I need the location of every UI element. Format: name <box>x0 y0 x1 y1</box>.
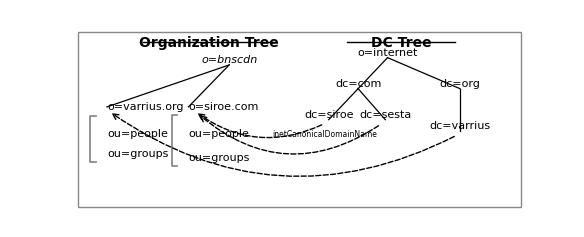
Text: dc=siroe: dc=siroe <box>304 110 353 120</box>
Text: dc=varrius: dc=varrius <box>429 121 491 131</box>
Text: ou=groups: ou=groups <box>189 153 250 163</box>
Text: inetCanonicalDomainName: inetCanonicalDomainName <box>272 130 377 139</box>
Text: ou=people: ou=people <box>107 129 168 139</box>
Text: dc=sesta: dc=sesta <box>359 110 411 120</box>
Text: ou=people: ou=people <box>189 129 249 139</box>
Text: o=internet: o=internet <box>357 48 418 58</box>
FancyBboxPatch shape <box>78 32 521 207</box>
Text: o=varrius.org: o=varrius.org <box>107 102 183 112</box>
Text: o=siroe.com: o=siroe.com <box>189 102 259 112</box>
Text: Organization Tree: Organization Tree <box>139 36 279 50</box>
Text: ou=groups: ou=groups <box>107 149 168 159</box>
Text: dc=com: dc=com <box>335 79 381 89</box>
Text: DC Tree: DC Tree <box>371 36 432 50</box>
Text: dc=org: dc=org <box>440 79 481 89</box>
Text: o=bnscdn: o=bnscdn <box>201 55 258 65</box>
